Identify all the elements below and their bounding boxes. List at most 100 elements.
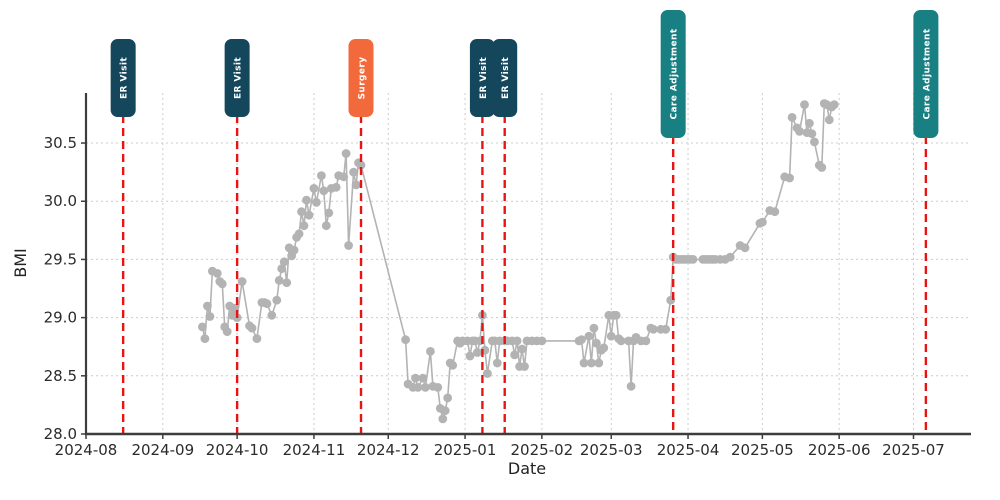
y-tick-label: 28.5 [44, 367, 77, 385]
event-label-box [913, 10, 939, 138]
data-point [277, 264, 287, 274]
data-point [626, 381, 636, 391]
data-point [351, 180, 361, 190]
data-point [440, 406, 450, 416]
y-tick-label: 29.5 [44, 250, 77, 268]
data-point [599, 343, 609, 353]
y-tick-label: 30.5 [44, 134, 77, 152]
data-point [520, 362, 529, 371]
data-point [725, 252, 735, 262]
data-point [473, 348, 482, 357]
data-point [317, 171, 326, 181]
grid-lines [85, 93, 968, 435]
event-label-text: Care Adjustment [922, 28, 932, 119]
data-point [492, 358, 502, 368]
data-point [465, 351, 475, 361]
data-point [785, 173, 794, 183]
data-point [805, 118, 814, 128]
data-point [217, 279, 227, 289]
data-point [299, 221, 309, 231]
data-point [200, 334, 210, 343]
data-point [758, 217, 767, 227]
data-point [661, 324, 671, 334]
data-point [319, 186, 329, 196]
event-label: Care Adjustment [913, 10, 939, 138]
y-tick-label: 30.0 [44, 192, 77, 210]
data-point [688, 255, 698, 264]
data-point [324, 208, 334, 218]
data-point [279, 257, 289, 267]
y-tick-label: 29.0 [44, 309, 77, 327]
data-point [829, 100, 839, 109]
x-tick-label: 2024-12 [357, 441, 420, 459]
event-label-text: Care Adjustment [670, 28, 680, 119]
event-label-text: ER Visit [479, 57, 489, 99]
data-point [203, 301, 212, 311]
data-point [302, 195, 311, 205]
data-point [356, 160, 366, 170]
data-point [413, 383, 423, 392]
data-point [740, 243, 750, 253]
data-point [795, 126, 804, 136]
data-point [198, 322, 207, 332]
y-axis-title: BMI [11, 248, 30, 278]
data-point [649, 324, 658, 334]
data-point [587, 358, 596, 368]
x-tick-label: 2025-04 [657, 441, 720, 459]
data-point [426, 347, 435, 356]
data-point [401, 335, 410, 345]
data-point [517, 344, 527, 354]
event-label-text: ER Visit [501, 57, 511, 99]
data-point [592, 338, 601, 348]
data-point [787, 113, 797, 122]
event-label: Care Adjustment [660, 10, 686, 138]
event-label-text: Surgery [358, 57, 368, 100]
x-tick-label: 2025-01 [434, 441, 497, 459]
event-label-box [348, 39, 374, 117]
event-label: ER Visit [110, 39, 136, 117]
data-point [344, 241, 353, 250]
data-point [606, 331, 616, 341]
data-point [304, 210, 314, 220]
data-point [483, 369, 492, 378]
data-point [448, 360, 458, 370]
event-label: ER Visit [224, 39, 250, 117]
event-label: ER Visit [492, 39, 518, 117]
data-point [294, 229, 304, 239]
data-point [411, 373, 420, 383]
data-point [616, 336, 626, 346]
bmi-series [198, 99, 839, 424]
bmi-line [201, 102, 835, 423]
event-label-text: ER Visit [120, 57, 130, 99]
data-point [252, 334, 262, 343]
data-point [272, 295, 282, 305]
data-point [510, 350, 519, 360]
data-point [641, 336, 651, 346]
x-tick-label: 2025-06 [808, 441, 871, 459]
data-point [810, 137, 819, 147]
y-tick-label: 28.0 [44, 425, 77, 443]
event-label-box [224, 39, 250, 117]
data-point [349, 167, 358, 177]
data-point [205, 312, 215, 321]
data-point [421, 383, 430, 392]
event-labels: ER Visit ER Visit Surgery ER Visit ER Visit C… [110, 10, 939, 138]
data-point [267, 310, 277, 320]
data-point [339, 172, 349, 182]
x-tick-label: 2024-10 [206, 441, 269, 459]
data-point [289, 245, 299, 255]
data-point [537, 336, 547, 346]
data-point [222, 327, 232, 336]
data-point [262, 299, 272, 309]
data-point [297, 207, 306, 217]
data-point [512, 336, 522, 346]
x-tick-label: 2025-02 [511, 441, 574, 459]
data-point [817, 163, 827, 172]
data-point [800, 100, 809, 109]
data-point [321, 221, 331, 231]
data-point [611, 310, 621, 320]
event-lines [121, 115, 928, 434]
data-point [770, 207, 780, 217]
